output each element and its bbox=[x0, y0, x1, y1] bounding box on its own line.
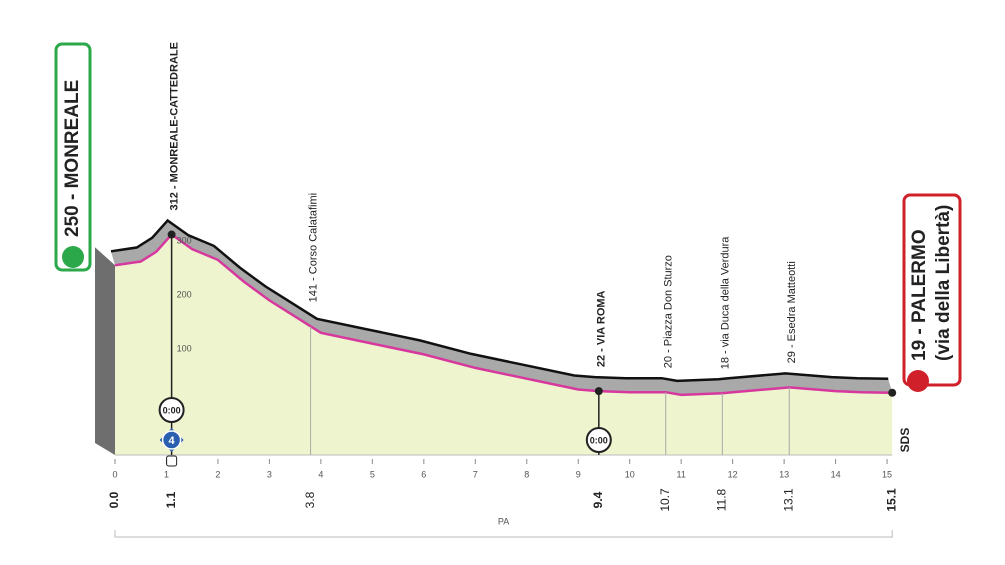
x-tick-label: 10 bbox=[625, 469, 635, 479]
start-label: 250 - MONREALE bbox=[62, 80, 83, 237]
km-marker: 9.4 bbox=[591, 491, 605, 508]
waypoint-label: 141 - Corso Calatafimi bbox=[307, 193, 319, 302]
x-tick-label: 8 bbox=[524, 469, 529, 479]
waypoint-label: 312 - MONREALE-CATTEDRALE bbox=[169, 42, 181, 210]
x-tick-label: 14 bbox=[831, 469, 841, 479]
feed-icon bbox=[166, 455, 178, 467]
waypoint-label: 20 - Piazza Don Sturzo bbox=[663, 255, 675, 368]
timecheck bbox=[158, 397, 185, 423]
timecheck-label: 0:00 bbox=[163, 405, 181, 415]
profile-shadow bbox=[111, 220, 893, 395]
finish-box bbox=[902, 193, 962, 387]
x-tick-label: 5 bbox=[370, 469, 375, 479]
climb-badge-ring bbox=[161, 430, 182, 450]
y-tick-label: 200 bbox=[177, 289, 192, 299]
profile-edge bbox=[110, 218, 889, 383]
waypoint-label: 22 - VIA ROMA bbox=[596, 290, 608, 367]
km-marker: 10.7 bbox=[658, 488, 672, 512]
waypoint-label: 29 - Esedra Matteotti bbox=[786, 261, 798, 363]
province-label: PA bbox=[498, 516, 509, 526]
climb-badge-label: 4 bbox=[169, 435, 176, 447]
x-tick-label: 15 bbox=[882, 469, 892, 479]
km-marker: 15.1 bbox=[884, 488, 898, 512]
x-tick-label: 6 bbox=[421, 469, 426, 479]
km-marker: 3.8 bbox=[303, 491, 317, 508]
x-tick-label: 2 bbox=[215, 469, 220, 479]
x-tick-label: 7 bbox=[473, 469, 478, 479]
y-tick-label: 300 bbox=[177, 235, 192, 245]
timecheck-label: 0:00 bbox=[590, 435, 608, 445]
finish-dot bbox=[888, 388, 897, 397]
profile-area bbox=[115, 234, 893, 455]
checkpoint-dot bbox=[167, 230, 176, 239]
x-tick-label: 4 bbox=[318, 469, 323, 479]
start-box bbox=[54, 42, 92, 272]
profile-wall bbox=[95, 247, 115, 455]
timecheck bbox=[585, 427, 612, 453]
x-tick-label: 9 bbox=[576, 469, 581, 479]
waypoint-label: 18 - via Duca della Verdura bbox=[719, 236, 731, 370]
finish-sublabel: (via della Libertà) bbox=[933, 205, 954, 361]
finish-icon bbox=[907, 370, 929, 392]
x-tick-label: 13 bbox=[779, 469, 789, 479]
x-tick-label: 0 bbox=[112, 469, 117, 479]
start-icon bbox=[62, 246, 84, 268]
y-tick-label: 100 bbox=[177, 343, 192, 353]
km-marker: 1.1 bbox=[164, 491, 178, 508]
logo: SDS bbox=[898, 428, 912, 453]
x-tick-label: 11 bbox=[676, 469, 685, 479]
x-tick-label: 1 bbox=[164, 469, 169, 479]
x-tick-label: 3 bbox=[267, 469, 272, 479]
km-marker: 0.0 bbox=[107, 491, 121, 508]
elevation-line bbox=[114, 232, 893, 397]
province-bracket bbox=[114, 530, 893, 538]
km-marker: 13.1 bbox=[781, 488, 795, 512]
x-tick-label: 12 bbox=[728, 469, 738, 479]
km-marker: 11.8 bbox=[715, 488, 729, 511]
checkpoint-dot bbox=[594, 387, 603, 396]
finish-label: 19 - PALERMO bbox=[909, 229, 930, 361]
